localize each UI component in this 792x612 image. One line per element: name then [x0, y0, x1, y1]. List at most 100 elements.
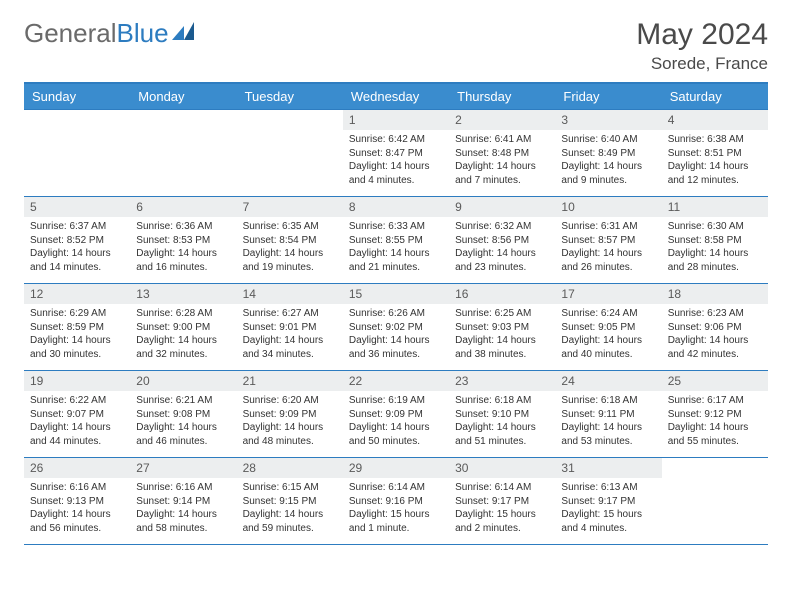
- calendar-day-cell: 8Sunrise: 6:33 AMSunset: 8:55 PMDaylight…: [343, 197, 449, 284]
- day-data: Sunrise: 6:18 AMSunset: 9:10 PMDaylight:…: [449, 391, 555, 451]
- calendar-day-cell: 12Sunrise: 6:29 AMSunset: 8:59 PMDayligh…: [24, 284, 130, 371]
- day-data: Sunrise: 6:37 AMSunset: 8:52 PMDaylight:…: [24, 217, 130, 277]
- day-number: 10: [555, 197, 661, 217]
- day-data: Sunrise: 6:41 AMSunset: 8:48 PMDaylight:…: [449, 130, 555, 190]
- day-number: 25: [662, 371, 768, 391]
- day-data: Sunrise: 6:32 AMSunset: 8:56 PMDaylight:…: [449, 217, 555, 277]
- calendar-day-cell: 28Sunrise: 6:15 AMSunset: 9:15 PMDayligh…: [237, 458, 343, 545]
- day-data: Sunrise: 6:14 AMSunset: 9:17 PMDaylight:…: [449, 478, 555, 538]
- day-number: 20: [130, 371, 236, 391]
- calendar-day-cell: [237, 110, 343, 197]
- calendar-day-cell: 14Sunrise: 6:27 AMSunset: 9:01 PMDayligh…: [237, 284, 343, 371]
- day-number: 23: [449, 371, 555, 391]
- calendar-day-cell: 17Sunrise: 6:24 AMSunset: 9:05 PMDayligh…: [555, 284, 661, 371]
- day-data: Sunrise: 6:14 AMSunset: 9:16 PMDaylight:…: [343, 478, 449, 538]
- calendar-day-cell: 9Sunrise: 6:32 AMSunset: 8:56 PMDaylight…: [449, 197, 555, 284]
- day-number: 2: [449, 110, 555, 130]
- day-data: Sunrise: 6:29 AMSunset: 8:59 PMDaylight:…: [24, 304, 130, 364]
- calendar-day-cell: [24, 110, 130, 197]
- day-number: 12: [24, 284, 130, 304]
- calendar-day-cell: 21Sunrise: 6:20 AMSunset: 9:09 PMDayligh…: [237, 371, 343, 458]
- day-data: Sunrise: 6:13 AMSunset: 9:17 PMDaylight:…: [555, 478, 661, 538]
- calendar-day-cell: 6Sunrise: 6:36 AMSunset: 8:53 PMDaylight…: [130, 197, 236, 284]
- day-data: Sunrise: 6:28 AMSunset: 9:00 PMDaylight:…: [130, 304, 236, 364]
- weekday-header: Wednesday: [343, 83, 449, 110]
- day-data: Sunrise: 6:16 AMSunset: 9:13 PMDaylight:…: [24, 478, 130, 538]
- calendar-week-row: 19Sunrise: 6:22 AMSunset: 9:07 PMDayligh…: [24, 371, 768, 458]
- day-number: 16: [449, 284, 555, 304]
- weekday-header: Thursday: [449, 83, 555, 110]
- calendar-day-cell: 23Sunrise: 6:18 AMSunset: 9:10 PMDayligh…: [449, 371, 555, 458]
- day-data: Sunrise: 6:38 AMSunset: 8:51 PMDaylight:…: [662, 130, 768, 190]
- day-number: 27: [130, 458, 236, 478]
- day-data: Sunrise: 6:17 AMSunset: 9:12 PMDaylight:…: [662, 391, 768, 451]
- location-label: Sorede, France: [636, 54, 768, 74]
- day-number: 24: [555, 371, 661, 391]
- day-number: 9: [449, 197, 555, 217]
- day-data: Sunrise: 6:23 AMSunset: 9:06 PMDaylight:…: [662, 304, 768, 364]
- calendar-day-cell: 18Sunrise: 6:23 AMSunset: 9:06 PMDayligh…: [662, 284, 768, 371]
- day-data: Sunrise: 6:18 AMSunset: 9:11 PMDaylight:…: [555, 391, 661, 451]
- calendar-day-cell: 2Sunrise: 6:41 AMSunset: 8:48 PMDaylight…: [449, 110, 555, 197]
- calendar-week-row: 26Sunrise: 6:16 AMSunset: 9:13 PMDayligh…: [24, 458, 768, 545]
- day-number: 15: [343, 284, 449, 304]
- calendar-day-cell: 4Sunrise: 6:38 AMSunset: 8:51 PMDaylight…: [662, 110, 768, 197]
- day-number: 5: [24, 197, 130, 217]
- day-number: 1: [343, 110, 449, 130]
- month-title: May 2024: [636, 18, 768, 52]
- day-number: 19: [24, 371, 130, 391]
- day-data: Sunrise: 6:36 AMSunset: 8:53 PMDaylight:…: [130, 217, 236, 277]
- brand-text-1: General: [24, 18, 117, 49]
- day-data: Sunrise: 6:40 AMSunset: 8:49 PMDaylight:…: [555, 130, 661, 190]
- day-number: 30: [449, 458, 555, 478]
- day-number: 8: [343, 197, 449, 217]
- brand-mark-icon: [172, 18, 198, 49]
- day-data: Sunrise: 6:19 AMSunset: 9:09 PMDaylight:…: [343, 391, 449, 451]
- weekday-header: Tuesday: [237, 83, 343, 110]
- header: GeneralBlue May 2024 Sorede, France: [24, 18, 768, 74]
- weekday-header: Saturday: [662, 83, 768, 110]
- calendar-table: SundayMondayTuesdayWednesdayThursdayFrid…: [24, 82, 768, 545]
- day-data: Sunrise: 6:42 AMSunset: 8:47 PMDaylight:…: [343, 130, 449, 190]
- title-block: May 2024 Sorede, France: [636, 18, 768, 74]
- calendar-day-cell: 26Sunrise: 6:16 AMSunset: 9:13 PMDayligh…: [24, 458, 130, 545]
- calendar-day-cell: 16Sunrise: 6:25 AMSunset: 9:03 PMDayligh…: [449, 284, 555, 371]
- day-data: Sunrise: 6:25 AMSunset: 9:03 PMDaylight:…: [449, 304, 555, 364]
- calendar-day-cell: 13Sunrise: 6:28 AMSunset: 9:00 PMDayligh…: [130, 284, 236, 371]
- calendar-day-cell: 27Sunrise: 6:16 AMSunset: 9:14 PMDayligh…: [130, 458, 236, 545]
- day-number: 29: [343, 458, 449, 478]
- calendar-day-cell: 25Sunrise: 6:17 AMSunset: 9:12 PMDayligh…: [662, 371, 768, 458]
- day-number: 4: [662, 110, 768, 130]
- calendar-day-cell: [662, 458, 768, 545]
- calendar-day-cell: [130, 110, 236, 197]
- calendar-day-cell: 22Sunrise: 6:19 AMSunset: 9:09 PMDayligh…: [343, 371, 449, 458]
- day-number: 22: [343, 371, 449, 391]
- weekday-header: Sunday: [24, 83, 130, 110]
- day-data: Sunrise: 6:20 AMSunset: 9:09 PMDaylight:…: [237, 391, 343, 451]
- day-data: Sunrise: 6:27 AMSunset: 9:01 PMDaylight:…: [237, 304, 343, 364]
- calendar-day-cell: 10Sunrise: 6:31 AMSunset: 8:57 PMDayligh…: [555, 197, 661, 284]
- brand-logo: GeneralBlue: [24, 18, 198, 49]
- day-data: Sunrise: 6:22 AMSunset: 9:07 PMDaylight:…: [24, 391, 130, 451]
- weekday-header: Monday: [130, 83, 236, 110]
- day-number: 7: [237, 197, 343, 217]
- calendar-day-cell: 11Sunrise: 6:30 AMSunset: 8:58 PMDayligh…: [662, 197, 768, 284]
- calendar-day-cell: 5Sunrise: 6:37 AMSunset: 8:52 PMDaylight…: [24, 197, 130, 284]
- day-number: 21: [237, 371, 343, 391]
- weekday-header: Friday: [555, 83, 661, 110]
- day-number: 26: [24, 458, 130, 478]
- day-data: Sunrise: 6:33 AMSunset: 8:55 PMDaylight:…: [343, 217, 449, 277]
- day-number: 3: [555, 110, 661, 130]
- brand-text-2: Blue: [117, 18, 169, 49]
- day-data: Sunrise: 6:24 AMSunset: 9:05 PMDaylight:…: [555, 304, 661, 364]
- day-number: 6: [130, 197, 236, 217]
- calendar-week-row: 5Sunrise: 6:37 AMSunset: 8:52 PMDaylight…: [24, 197, 768, 284]
- day-data: Sunrise: 6:26 AMSunset: 9:02 PMDaylight:…: [343, 304, 449, 364]
- day-number: 28: [237, 458, 343, 478]
- day-data: Sunrise: 6:16 AMSunset: 9:14 PMDaylight:…: [130, 478, 236, 538]
- day-data: Sunrise: 6:30 AMSunset: 8:58 PMDaylight:…: [662, 217, 768, 277]
- calendar-day-cell: 30Sunrise: 6:14 AMSunset: 9:17 PMDayligh…: [449, 458, 555, 545]
- calendar-week-row: 12Sunrise: 6:29 AMSunset: 8:59 PMDayligh…: [24, 284, 768, 371]
- weekday-header-row: SundayMondayTuesdayWednesdayThursdayFrid…: [24, 83, 768, 110]
- day-data: Sunrise: 6:21 AMSunset: 9:08 PMDaylight:…: [130, 391, 236, 451]
